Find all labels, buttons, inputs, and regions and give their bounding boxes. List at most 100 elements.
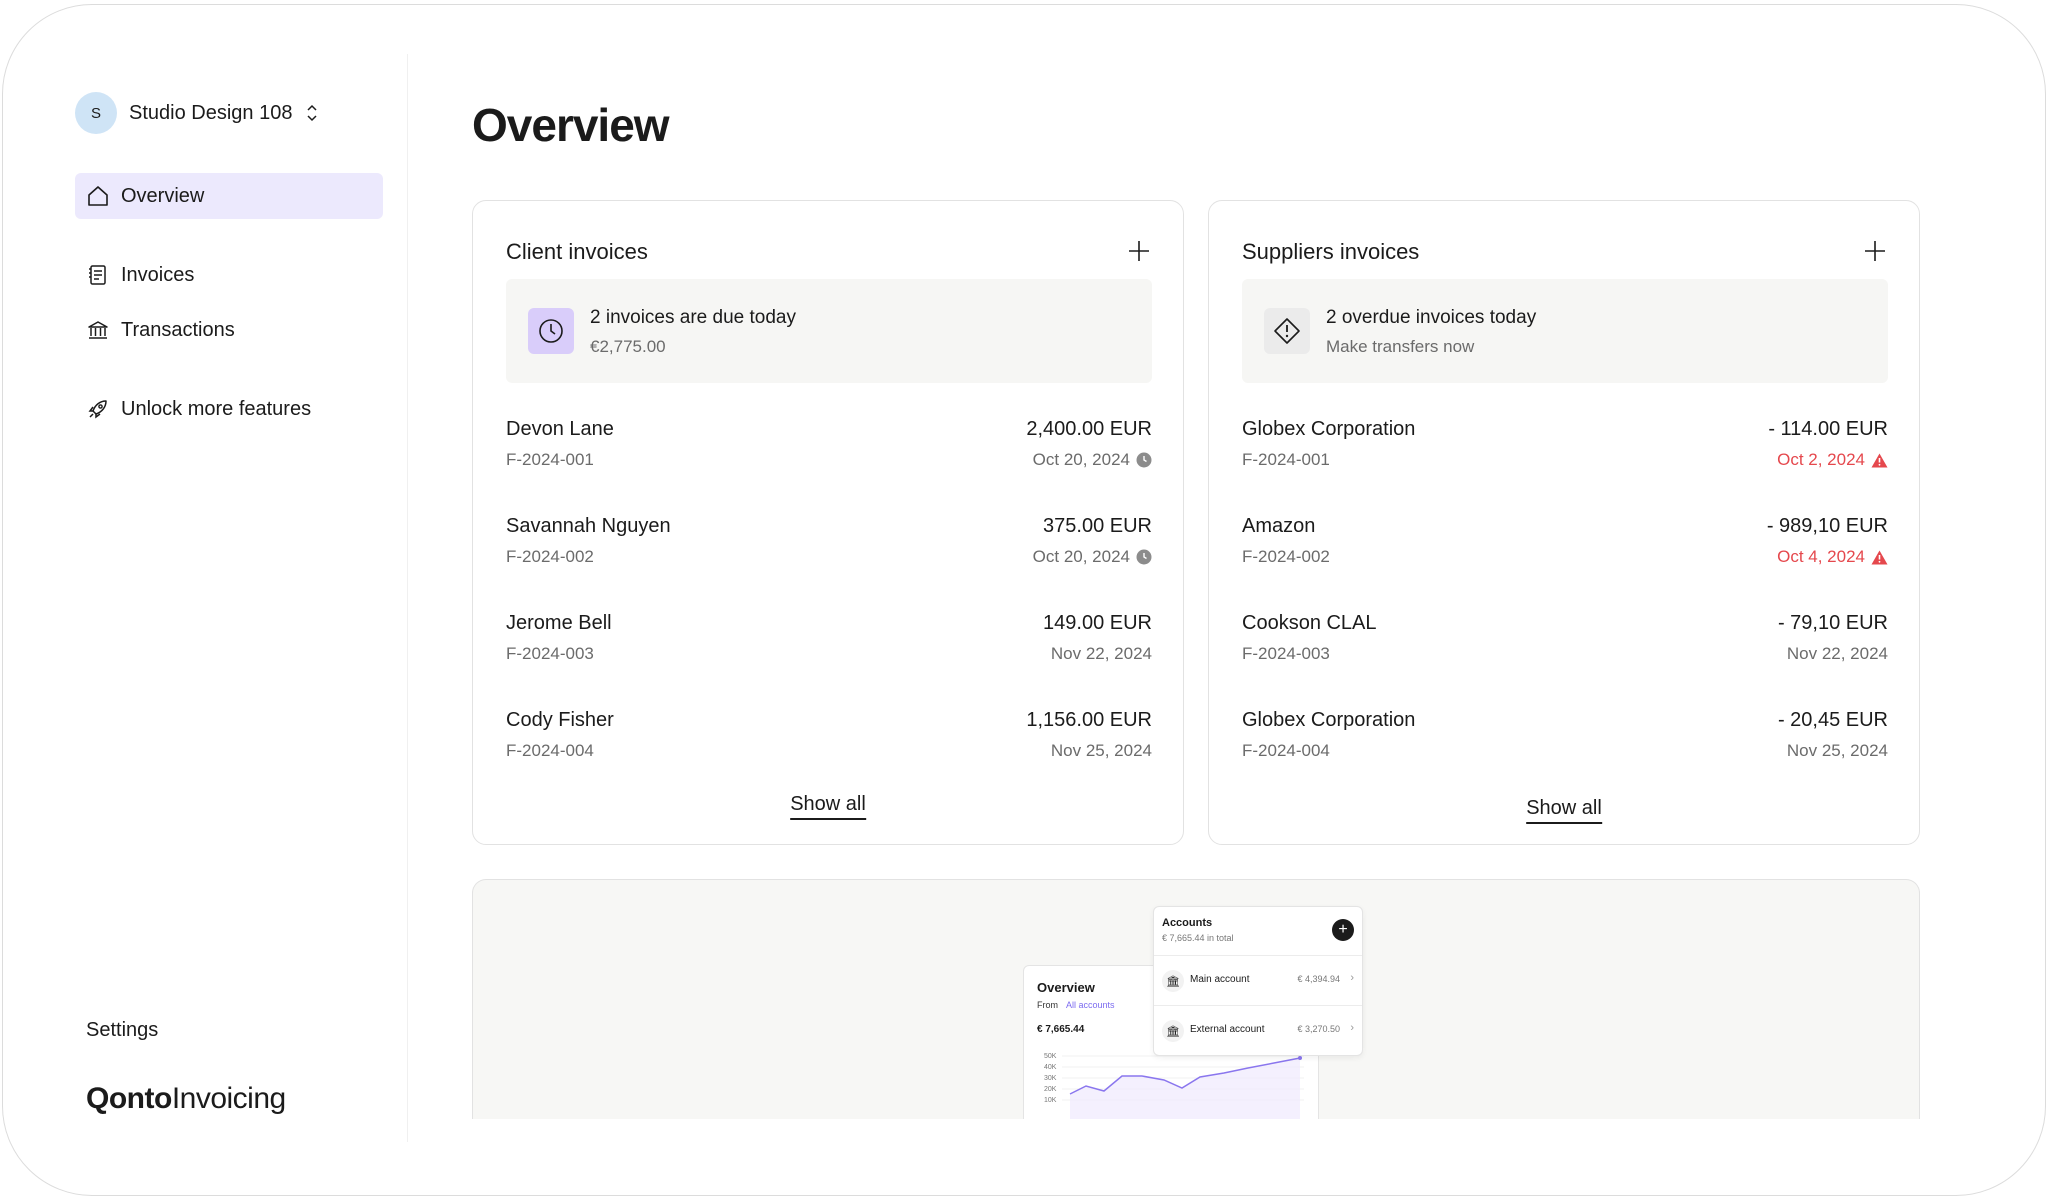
preview-account-amount: € 4,394.94 [1297,974,1340,984]
brand-bold: Qonto [86,1082,172,1115]
invoice-date: Nov 25, 2024 [1786,741,1888,760]
invoice-date-text: Oct 20, 2024 [1032,547,1130,566]
brand-light: Invoicing [171,1082,286,1115]
suppliers-invoices-title: Suppliers invoices [1242,239,1420,264]
suppliers-show-all-link[interactable]: Show all [1526,797,1602,824]
y-tick: 10K [1044,1097,1057,1104]
invoice-date: Nov 22, 2024 [1786,644,1888,663]
supplier-name: Globex Corporation [1242,709,1416,731]
client-name: Savannah Nguyen [506,515,671,537]
invoice-date-text: Oct 2, 2024 [1777,450,1865,469]
client-show-all-link[interactable]: Show all [790,793,866,820]
client-due-alert[interactable]: 2 invoices are due today €2,775.00 [506,279,1152,383]
invoice-ref: F-2024-004 [506,741,594,760]
invoice-date-text: Oct 4, 2024 [1777,547,1865,566]
warning-triangle-icon [1871,550,1888,564]
supplier-name: Amazon [1242,515,1316,537]
suppliers-alert-subtitle: Make transfers now [1326,337,1475,356]
y-tick: 50K [1044,1053,1057,1060]
chevron-right-icon: › [1350,972,1354,984]
supplier-invoice-row[interactable]: Amazon F-2024-002 - 989,10 EUR Oct 4, 20… [1242,515,1888,577]
supplier-invoice-row[interactable]: Cookson CLAL F-2024-003 - 79,10 EUR Nov … [1242,612,1888,674]
client-invoice-row[interactable]: Cody Fisher F-2024-004 1,156.00 EUR Nov … [506,709,1152,771]
client-invoice-row[interactable]: Jerome Bell F-2024-003 149.00 EUR Nov 22… [506,612,1152,674]
chevron-updown-icon [306,103,318,123]
warning-triangle-icon [1871,453,1888,467]
nav-overview[interactable]: Overview [75,173,383,219]
preview-account-row: 🏛 Main account € 4,394.94 › [1154,955,1362,1005]
invoice-date: Oct 20, 2024 [1033,450,1152,470]
page-title: Overview [472,99,670,151]
client-invoice-row[interactable]: Devon Lane F-2024-001 2,400.00 EUR Oct 2… [506,418,1152,480]
y-tick: 30K [1044,1075,1057,1082]
preview-account-label: Main account [1190,974,1250,985]
suppliers-overdue-alert[interactable]: 2 overdue invoices today Make transfers … [1242,279,1888,383]
invoice-amount: 2,400.00 EUR [1026,418,1152,440]
invoice-ref: F-2024-001 [1242,450,1330,469]
preview-account-row: 🏛 External account € 3,270.50 › [1154,1005,1362,1055]
warning-diamond-icon [1264,308,1310,354]
client-invoices-title: Client invoices [506,239,648,264]
invoice-ref: F-2024-003 [1242,644,1330,663]
client-alert-title: 2 invoices are due today [590,307,796,328]
plus-icon [1865,241,1885,261]
nav-unlock-features[interactable]: Unlock more features [75,386,383,432]
client-alert-subtitle: €2,775.00 [590,337,666,356]
invoice-ref: F-2024-001 [506,450,594,469]
nav-unlock-label: Unlock more features [121,397,312,420]
invoice-ref: F-2024-002 [1242,547,1330,566]
invoice-ref: F-2024-002 [506,547,594,566]
invoice-date: Nov 25, 2024 [1050,741,1152,760]
add-client-invoice-button[interactable] [1125,237,1153,265]
preview-line-chart: 50K 40K 30K 20K 10K [1044,1053,1304,1119]
invoice-date-text: Oct 20, 2024 [1032,450,1130,469]
y-tick: 20K [1044,1086,1057,1093]
home-icon [85,183,111,209]
supplier-invoice-row[interactable]: Globex Corporation F-2024-004 - 20,45 EU… [1242,709,1888,771]
bank-icon: 🏛 [1162,1020,1184,1042]
invoice-date-overdue: Oct 4, 2024 [1777,547,1888,567]
invoice-date: Oct 20, 2024 [1033,547,1152,567]
invoice-date: Nov 22, 2024 [1050,644,1152,663]
client-invoices-card: Client invoices 2 invoices are due today… [472,200,1184,845]
supplier-invoice-row[interactable]: Globex Corporation F-2024-001 - 114.00 E… [1242,418,1888,480]
chevron-right-icon: › [1350,1022,1354,1034]
feature-preview-panel: Overview From All accounts € 7,665.44 50… [472,879,1920,1119]
preview-overview-title: Overview [1037,980,1095,995]
client-name: Jerome Bell [506,612,612,634]
y-tick: 40K [1044,1064,1057,1071]
suppliers-invoices-card: Suppliers invoices 2 overdue invoices to… [1208,200,1920,845]
invoice-ref: F-2024-003 [506,644,594,663]
invoice-amount: - 79,10 EUR [1777,612,1888,634]
client-name: Cody Fisher [506,709,614,731]
supplier-name: Globex Corporation [1242,418,1416,440]
nav-transactions[interactable]: Transactions [75,307,383,353]
preview-accounts-total: € 7,665.44 in total [1162,933,1234,943]
client-invoice-row[interactable]: Savannah Nguyen F-2024-002 375.00 EUR Oc… [506,515,1152,577]
supplier-name: Cookson CLAL [1242,612,1377,634]
invoice-amount: 1,156.00 EUR [1026,709,1152,731]
preview-accounts-filter: All accounts [1066,1000,1115,1010]
nav-invoices[interactable]: Invoices [75,252,383,298]
preview-from-label: From [1037,1000,1058,1010]
clock-small-icon [1136,549,1152,565]
invoice-amount: 375.00 EUR [1043,515,1152,537]
nav-invoices-label: Invoices [121,263,195,286]
suppliers-alert-title: 2 overdue invoices today [1326,307,1537,328]
org-name: Studio Design 108 [129,101,293,124]
add-supplier-invoice-button[interactable] [1861,237,1889,265]
brand-logo: QontoInvoicing [86,1082,286,1116]
invoice-ref: F-2024-004 [1242,741,1330,760]
plus-icon [1129,241,1149,261]
nav-overview-label: Overview [121,184,205,207]
invoice-date-overdue: Oct 2, 2024 [1777,450,1888,470]
clock-icon [528,308,574,354]
bank-icon: 🏛 [1162,970,1184,992]
preview-account-label: External account [1190,1024,1265,1035]
invoice-amount: - 20,45 EUR [1777,709,1888,731]
preview-account-amount: € 3,270.50 [1297,1024,1340,1034]
org-switcher[interactable]: S Studio Design 108 [75,92,318,134]
invoice-icon [85,262,111,288]
rocket-icon [85,396,111,422]
settings-link[interactable]: Settings [86,1019,159,1041]
